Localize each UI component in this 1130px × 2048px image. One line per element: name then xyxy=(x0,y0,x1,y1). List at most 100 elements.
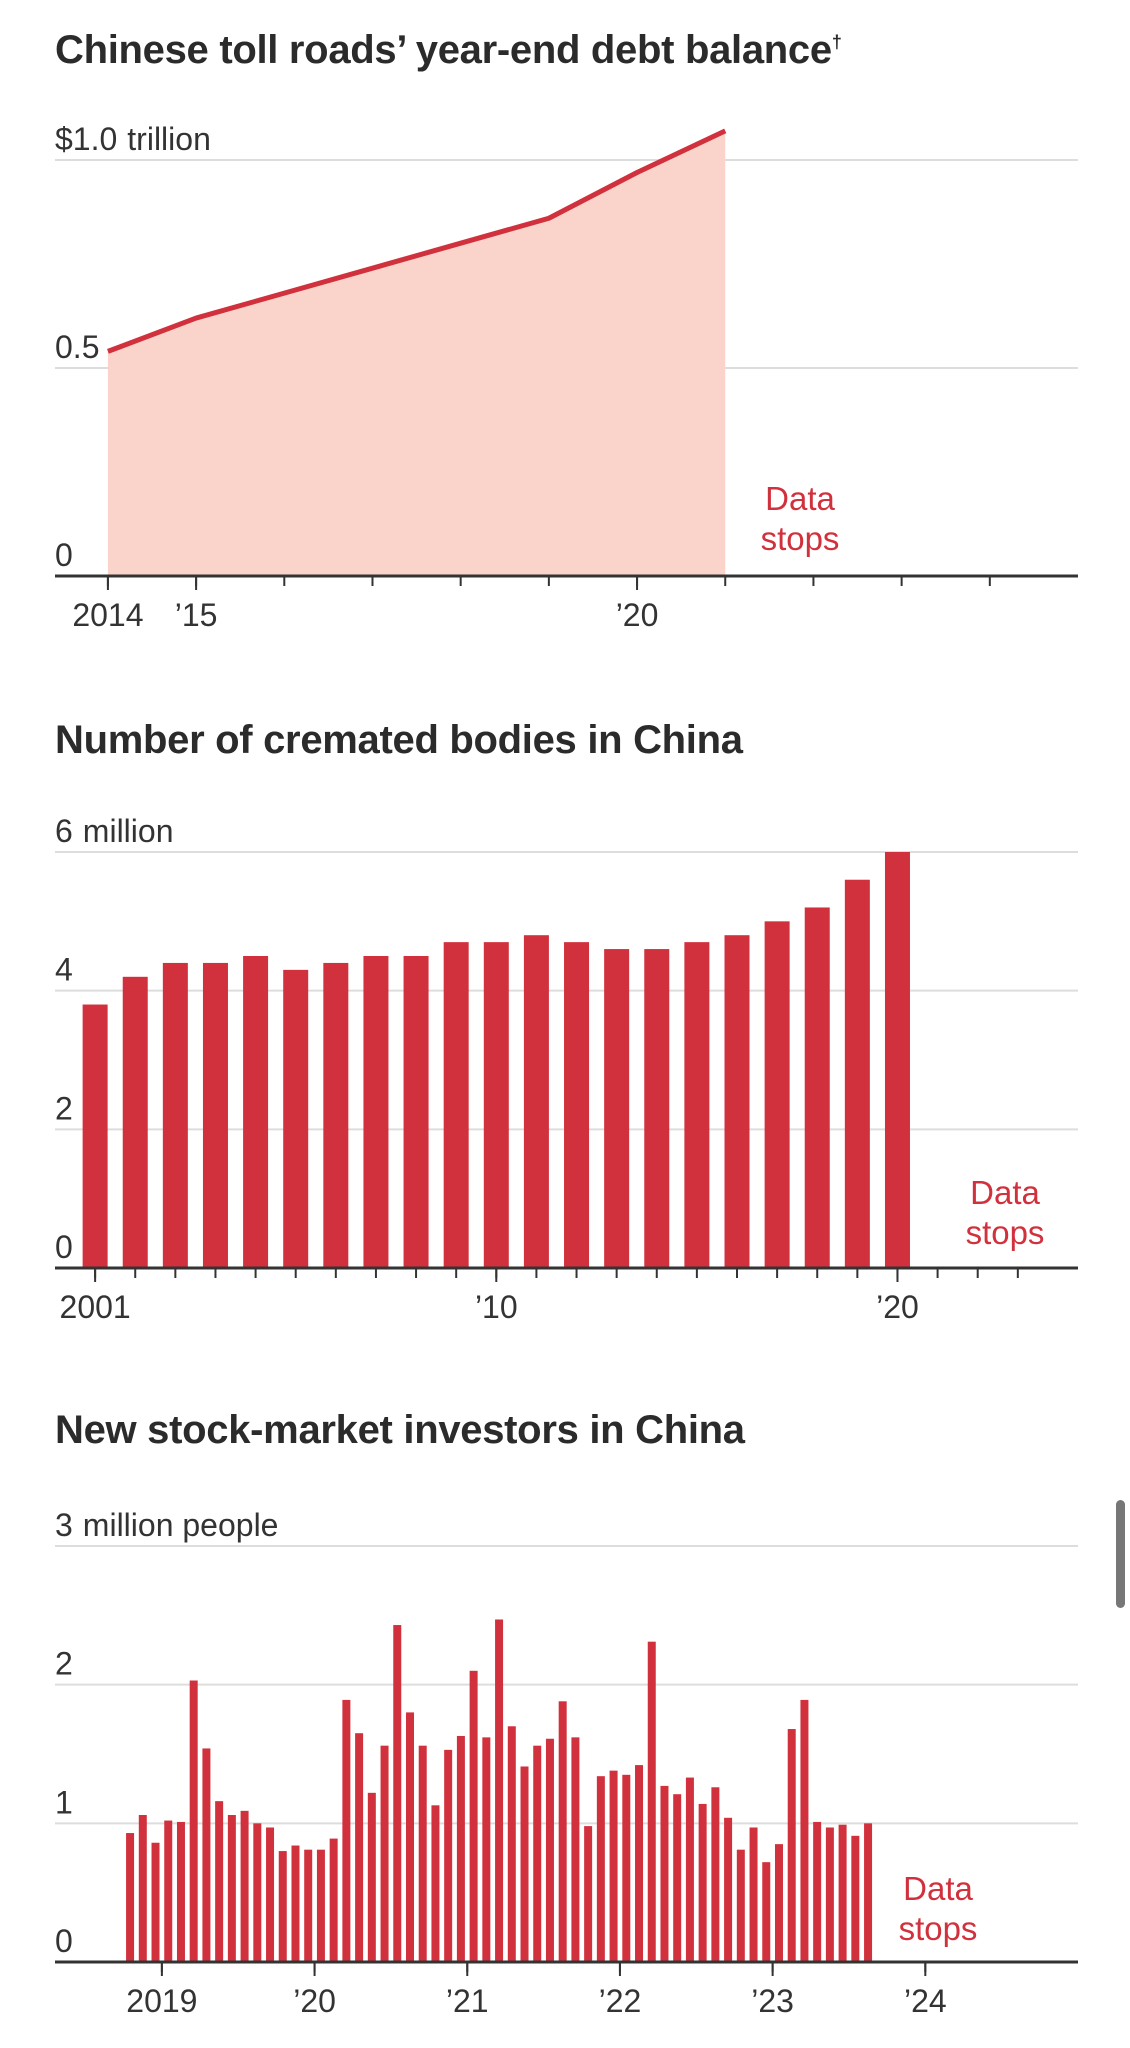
bar xyxy=(724,935,750,1268)
bar xyxy=(355,1733,364,1962)
x-tick-label: 2001 xyxy=(60,1289,131,1325)
y-tick-label: 0 xyxy=(55,1923,73,1959)
bar xyxy=(393,1625,402,1962)
bar xyxy=(266,1827,275,1962)
bar xyxy=(202,1748,211,1962)
data-stops-annotation: stops xyxy=(966,1214,1045,1251)
bar xyxy=(804,907,830,1268)
bar xyxy=(323,962,349,1268)
bar xyxy=(684,942,710,1268)
bar xyxy=(698,1803,707,1962)
bar xyxy=(291,1845,300,1962)
chart-title: Number of cremated bodies in China xyxy=(55,718,743,762)
bar xyxy=(138,1815,147,1962)
bar xyxy=(164,1820,173,1962)
y-tick-label: 2 xyxy=(55,1646,73,1682)
bar xyxy=(787,1729,796,1962)
bar xyxy=(483,942,509,1268)
bar xyxy=(838,1824,847,1962)
bar xyxy=(533,1745,542,1962)
series-line xyxy=(107,128,727,354)
bar xyxy=(283,969,309,1268)
bar xyxy=(774,1844,783,1962)
bar xyxy=(329,1838,338,1962)
x-tick-label: ’20 xyxy=(876,1289,919,1325)
x-tick-label: ’20 xyxy=(616,597,659,633)
data-stops-annotation: Data xyxy=(903,1870,973,1907)
bar xyxy=(456,1735,465,1962)
bar xyxy=(711,1787,720,1962)
bar xyxy=(363,956,389,1268)
bar xyxy=(762,1862,771,1962)
bar xyxy=(685,1777,694,1962)
bar xyxy=(644,949,670,1268)
bar xyxy=(418,1745,427,1962)
bar xyxy=(367,1792,376,1962)
chart-title: New stock-market investors in China xyxy=(55,1408,745,1452)
y-unit-label: million people xyxy=(83,1507,279,1543)
x-tick-label: 2019 xyxy=(126,1983,197,2019)
bar xyxy=(596,1776,605,1962)
bar xyxy=(215,1801,224,1962)
bar xyxy=(380,1745,389,1962)
y-tick-label: 4 xyxy=(55,952,73,988)
bar xyxy=(444,1749,453,1962)
bar xyxy=(558,1701,567,1962)
bar xyxy=(647,1641,656,1962)
bar xyxy=(813,1821,822,1962)
bar xyxy=(673,1794,682,1962)
bar xyxy=(545,1738,554,1962)
bar xyxy=(800,1699,809,1962)
bar xyxy=(122,976,148,1268)
bar xyxy=(736,1849,745,1962)
x-tick-label: ’10 xyxy=(475,1289,518,1325)
bar xyxy=(864,1823,873,1962)
bar xyxy=(316,1849,325,1962)
bar xyxy=(253,1823,262,1962)
x-tick-label: ’22 xyxy=(599,1983,642,2019)
bar xyxy=(523,935,549,1268)
bar xyxy=(495,1619,504,1962)
data-stops-annotation: Data xyxy=(765,480,835,517)
bar xyxy=(660,1785,669,1962)
bar xyxy=(342,1699,351,1962)
bar xyxy=(482,1737,491,1962)
scrollbar-thumb[interactable] xyxy=(1116,1500,1125,1608)
bar xyxy=(227,1815,236,1962)
data-stops-annotation: stops xyxy=(899,1910,978,1947)
bar xyxy=(851,1835,860,1962)
bar xyxy=(604,949,630,1268)
x-tick-label: ’23 xyxy=(751,1983,794,2019)
bar xyxy=(571,1737,580,1962)
bar xyxy=(635,1765,644,1962)
x-tick-label: ’15 xyxy=(175,597,218,633)
y-tick-label: 1 xyxy=(55,1784,73,1820)
bar xyxy=(240,1810,249,1962)
data-stops-annotation: stops xyxy=(761,520,840,557)
bar xyxy=(622,1774,631,1962)
bar xyxy=(202,962,228,1268)
bar xyxy=(162,962,188,1268)
bar xyxy=(844,879,870,1268)
bar xyxy=(825,1827,834,1962)
x-tick-label: 2014 xyxy=(72,597,143,633)
bar xyxy=(443,942,469,1268)
bar xyxy=(403,956,429,1268)
bar xyxy=(82,1004,108,1268)
area-fill xyxy=(107,130,726,576)
y-tick-label: 2 xyxy=(55,1090,73,1126)
bar xyxy=(304,1849,313,1962)
bar xyxy=(749,1827,758,1962)
bar xyxy=(126,1833,135,1962)
bar xyxy=(243,956,269,1268)
bar xyxy=(764,921,790,1268)
bar xyxy=(151,1842,160,1962)
x-tick-label: ’24 xyxy=(904,1983,947,2019)
bar xyxy=(189,1680,198,1962)
x-tick-label: ’21 xyxy=(446,1983,489,2019)
x-tick-label: ’20 xyxy=(293,1983,336,2019)
bar xyxy=(278,1851,287,1962)
